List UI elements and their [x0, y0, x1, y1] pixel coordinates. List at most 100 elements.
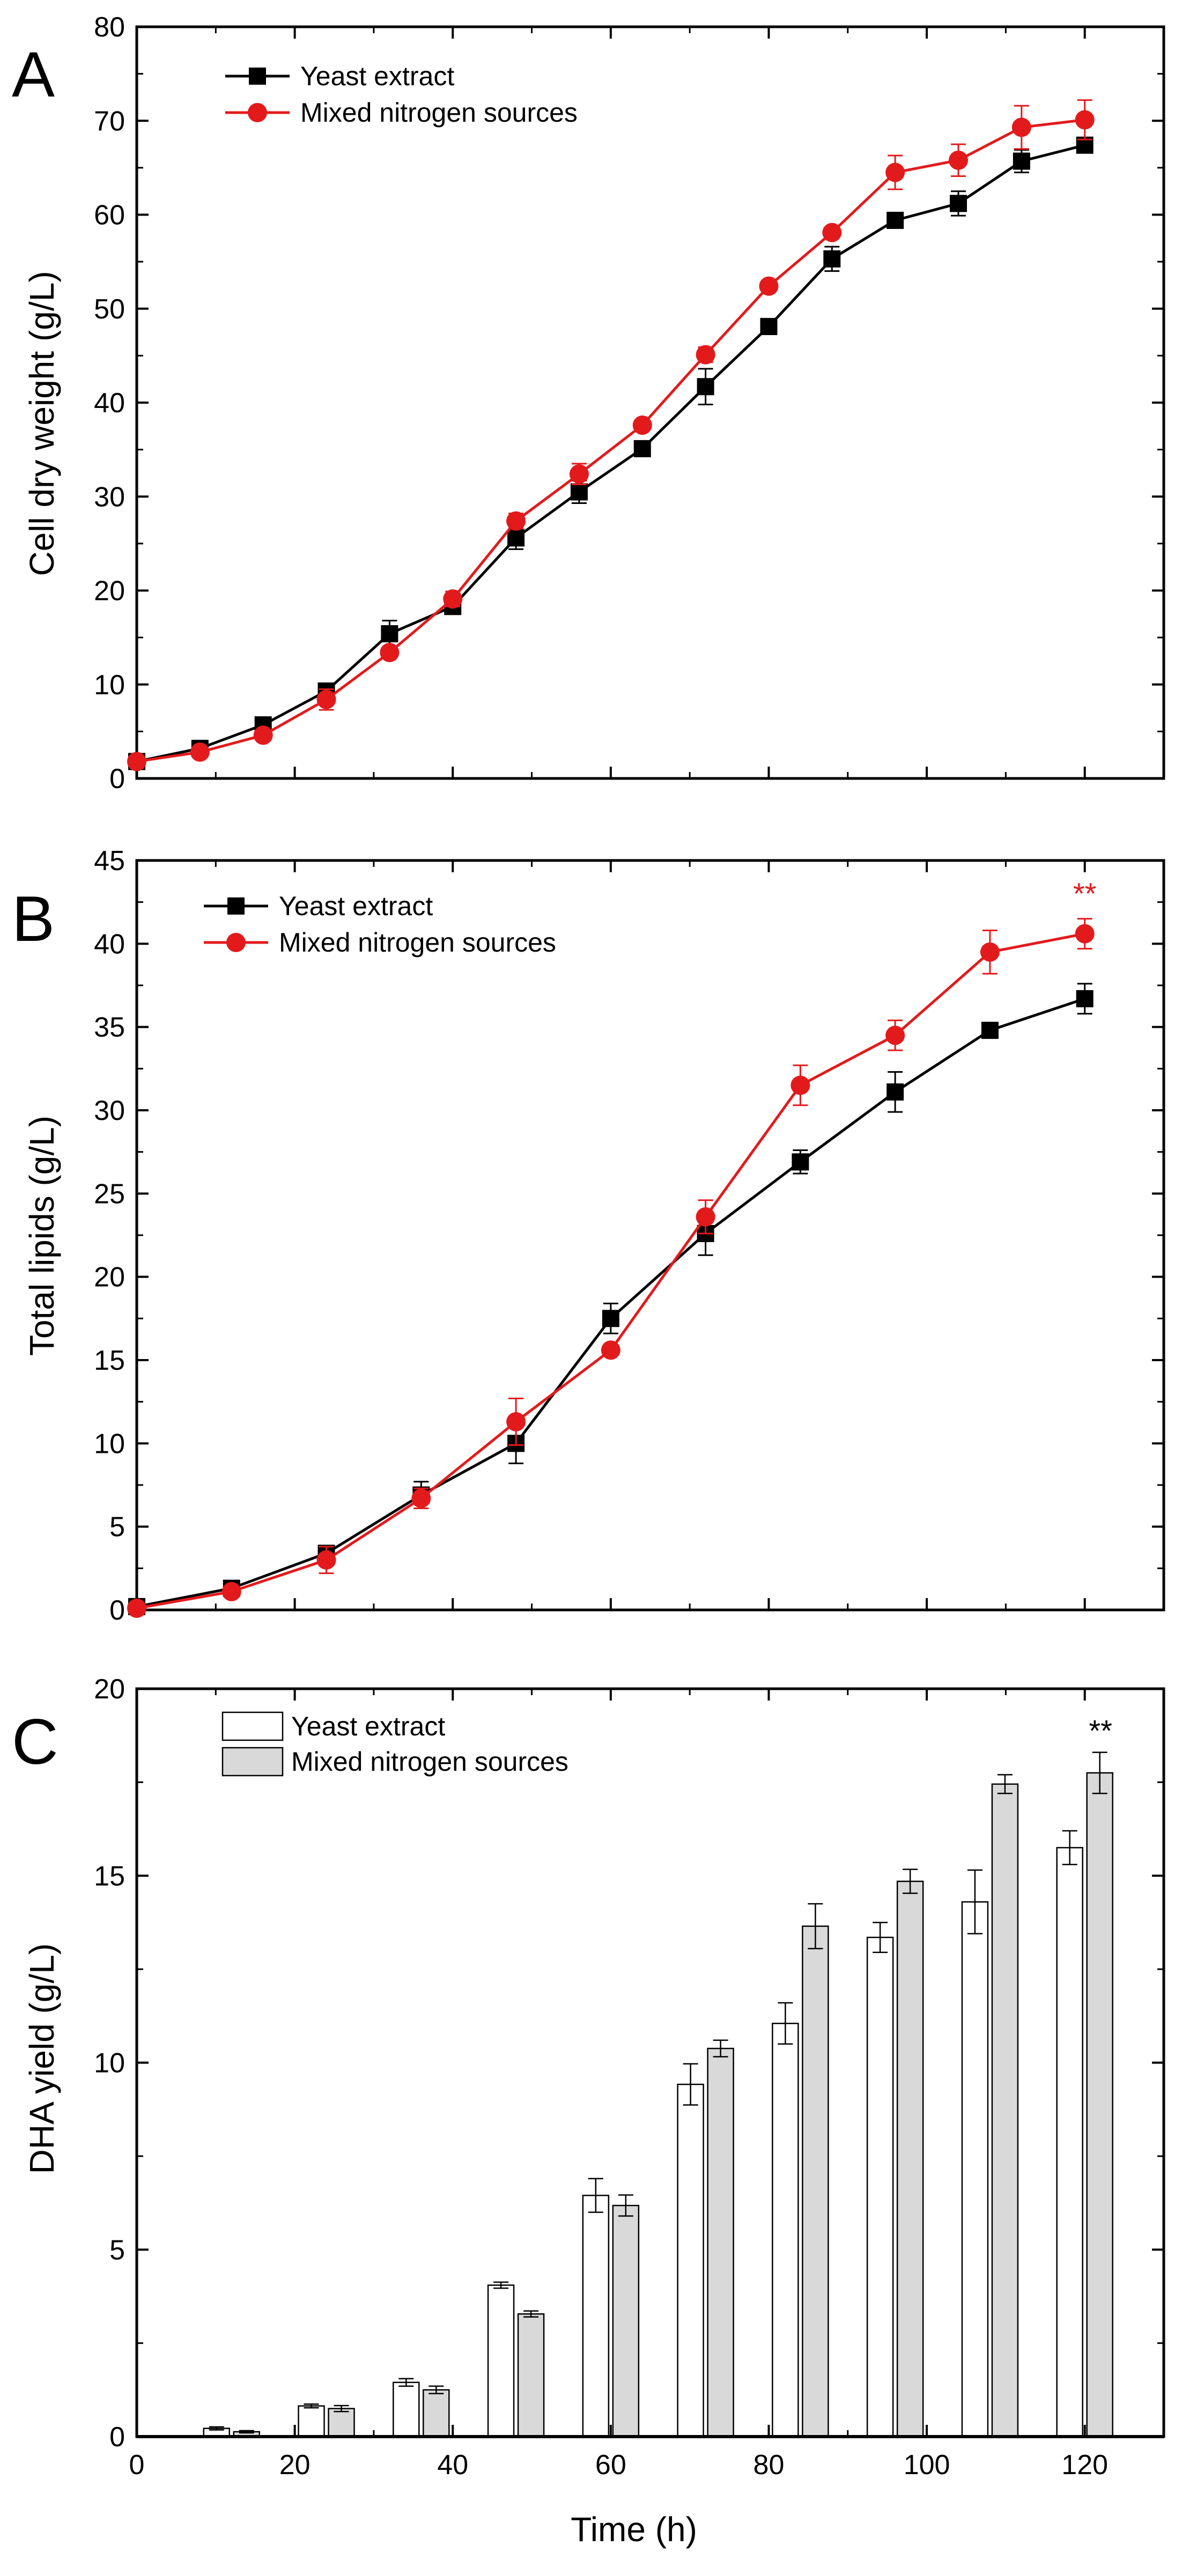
panel-c-dha-yield: C DHA yield (g/L) Time (h) 0 5 10 15 20 0 20 40…	[12, 1674, 1165, 2549]
panel-c-legend-swatch-yeast-extract	[221, 1711, 284, 1741]
panel-a-point-yeast-extract	[886, 212, 904, 229]
x-tick-label: 40	[437, 2449, 468, 2481]
panel-c-bar-yeast-extract	[677, 2083, 704, 2438]
panel-a-point-mixed-nitrogen	[632, 415, 652, 435]
panel-b-plot-area: 0 5 10 15 20 25 30 35 40 45 Yeast extract Mixed nit…	[94, 845, 1165, 1626]
panel-a-ytick-label: 60	[94, 200, 125, 231]
panel-b-legend-label-mixed-nitrogen: Mixed nitrogen sources	[279, 927, 556, 957]
panel-b-legend-marker-mixed-nitrogen	[226, 933, 246, 952]
panel-letter-b: B	[12, 883, 55, 955]
panel-c-bar-yeast-extract	[772, 2023, 799, 2438]
panel-b-point-yeast-extract	[886, 1083, 904, 1101]
panel-b-point-mixed-nitrogen	[980, 942, 1000, 962]
panel-b-legend-label-yeast-extract: Yeast extract	[279, 891, 433, 921]
panel-b-ytick-label: 30	[94, 1095, 125, 1126]
panel-c-bar-yeast-extract	[487, 2284, 515, 2438]
panel-b-ytick-label: 35	[94, 1012, 125, 1043]
panel-b-point-mixed-nitrogen	[127, 1598, 146, 1618]
panel-c-bar-mixed-nitrogen	[328, 2408, 355, 2438]
panel-c-bar-yeast-extract	[582, 2194, 610, 2438]
panel-c-bar-mixed-nitrogen	[802, 1925, 829, 2438]
panel-b-point-yeast-extract	[602, 1310, 619, 1327]
panel-c-ytick-label: 20	[94, 1674, 125, 1705]
panel-a-point-yeast-extract	[633, 440, 651, 457]
panel-a-ytick-label: 10	[94, 670, 125, 701]
panel-a-legend-label-yeast-extract: Yeast extract	[300, 61, 454, 91]
x-tick-label: 20	[279, 2449, 311, 2481]
panel-a-point-mixed-nitrogen	[569, 464, 589, 484]
panel-a-point-mixed-nitrogen	[885, 162, 905, 182]
panel-b-point-yeast-extract	[981, 1021, 999, 1039]
panel-c-ytick-label: 15	[94, 1861, 125, 1892]
panel-a-point-mixed-nitrogen	[380, 643, 400, 663]
panel-c-ylabel: DHA yield (g/L)	[23, 1943, 61, 2174]
panel-c-bar-yeast-extract	[961, 1901, 989, 2438]
x-tick-label: 60	[595, 2449, 626, 2481]
panel-c-plot-area: 0 5 10 15 20 0 20 40 60 80 100 120 Yeast extract Mixe…	[94, 1674, 1165, 2481]
panel-c-bar-mixed-nitrogen	[423, 2389, 450, 2438]
panel-a-point-mixed-nitrogen	[127, 752, 146, 771]
panel-a-ytick-label: 50	[94, 294, 125, 325]
panel-c-legend-swatch-mixed-nitrogen	[221, 1747, 284, 1777]
panel-b-ytick-label: 10	[94, 1428, 125, 1459]
panel-b-point-mixed-nitrogen	[791, 1075, 810, 1095]
panel-a-point-mixed-nitrogen	[1075, 110, 1095, 130]
panel-a-point-mixed-nitrogen	[443, 589, 463, 609]
panel-a-point-yeast-extract	[507, 529, 525, 547]
panel-b-point-mixed-nitrogen	[696, 1207, 715, 1227]
x-tick-label: 100	[904, 2449, 950, 2481]
panel-c-ytick-label: 0	[109, 2422, 125, 2453]
panel-a-series-line-mixed-nitrogen	[136, 118, 1085, 763]
panel-b-point-mixed-nitrogen	[1075, 924, 1095, 944]
panel-b-series-line-yeast-extract	[136, 997, 1085, 1608]
panel-a-point-yeast-extract	[570, 483, 588, 501]
panel-c-bar-mixed-nitrogen	[1086, 1772, 1113, 2438]
panel-c-bar-mixed-nitrogen	[991, 1783, 1019, 2438]
panel-a-cell-dry-weight: A Cell dry weight (g/L) 0 10 20 30 40 50 60 70 8…	[12, 12, 1165, 795]
panel-a-ytick-label: 0	[109, 763, 125, 795]
panel-a-point-mixed-nitrogen	[822, 222, 842, 242]
panel-c-legend-label-yeast-extract: Yeast extract	[291, 1711, 445, 1741]
panel-letter-c: C	[12, 1706, 58, 1778]
panel-c-bar-mixed-nitrogen	[517, 2313, 545, 2438]
panel-a-ytick-label: 80	[94, 12, 125, 43]
x-tick-label: 0	[129, 2449, 145, 2481]
panel-b-ytick-label: 15	[94, 1345, 125, 1376]
panel-a-point-yeast-extract	[950, 195, 967, 212]
panel-c-legend-label-mixed-nitrogen: Mixed nitrogen sources	[291, 1747, 568, 1777]
panel-letter-a: A	[12, 39, 55, 110]
panel-b-ylabel: Total lipids (g/L)	[23, 1116, 61, 1356]
panel-b-ytick-label: 25	[94, 1178, 125, 1209]
panel-a-point-mixed-nitrogen	[506, 511, 526, 531]
panel-b-ytick-label: 45	[94, 845, 125, 877]
x-axis-title: Time (h)	[571, 2510, 697, 2549]
panel-b-series-line-mixed-nitrogen	[136, 932, 1085, 1610]
panel-a-point-yeast-extract	[381, 625, 398, 643]
panel-a-point-yeast-extract	[1013, 152, 1030, 170]
panel-a-ytick-label: 40	[94, 388, 125, 419]
panel-a-point-mixed-nitrogen	[316, 689, 336, 709]
panel-c-ytick-label: 5	[109, 2234, 125, 2266]
panel-a-point-yeast-extract	[697, 378, 714, 396]
panel-b-point-yeast-extract	[792, 1153, 809, 1171]
panel-a-point-mixed-nitrogen	[190, 742, 210, 762]
panel-c-bar-yeast-extract	[393, 2381, 420, 2438]
panel-a-legend-marker-yeast-extract	[249, 68, 266, 85]
panel-c-bar-mixed-nitrogen	[896, 1880, 924, 2438]
panel-b-ytick-label: 40	[94, 929, 125, 960]
panel-a-point-mixed-nitrogen	[253, 725, 273, 745]
panel-a-series-line-yeast-extract	[136, 144, 1085, 763]
panel-b-total-lipids: B Total lipids (g/L) 0 5 10 15 20 25 30 35 40 45 Y…	[12, 845, 1165, 1626]
panel-a-ytick-label: 20	[94, 576, 125, 607]
panel-a-point-mixed-nitrogen	[759, 276, 779, 296]
panel-a-ytick-label: 70	[94, 106, 125, 137]
panel-a-point-yeast-extract	[760, 318, 778, 336]
panel-c-ytick-label: 10	[94, 2048, 125, 2079]
panel-a-point-yeast-extract	[823, 250, 841, 268]
panel-a-ylabel: Cell dry weight (g/L)	[23, 271, 61, 576]
panel-c-significance-marker: **	[1089, 1714, 1112, 1748]
panel-b-point-yeast-extract	[1076, 990, 1094, 1007]
x-tick-label: 80	[753, 2449, 785, 2481]
panel-b-significance-marker: **	[1073, 877, 1097, 910]
